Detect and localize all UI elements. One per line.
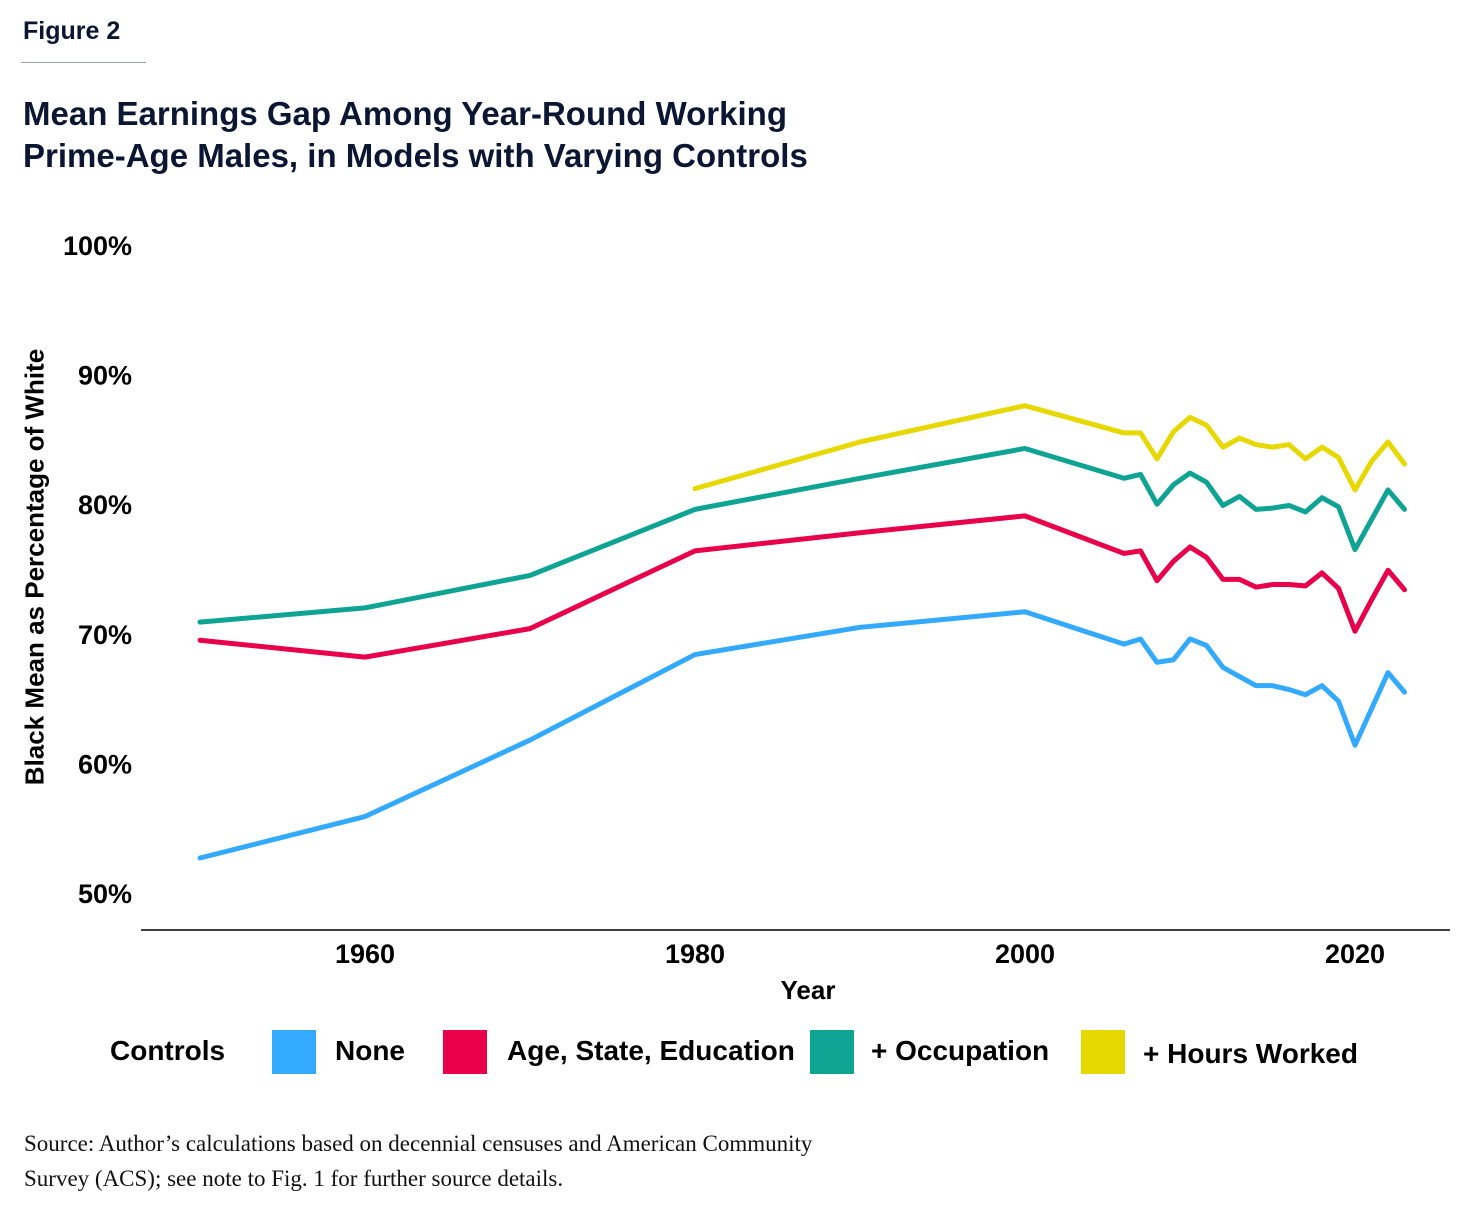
x-axis-label: Year <box>780 975 836 1005</box>
figure-label: Figure 2 <box>23 17 121 45</box>
y-tick-label: 80% <box>78 490 132 520</box>
chart-title-line-1: Mean Earnings Gap Among Year-Round Worki… <box>23 95 787 132</box>
legend-swatch-age-state-education <box>443 1030 487 1074</box>
source-line-2: Survey (ACS); see note to Fig. 1 for fur… <box>24 1166 564 1191</box>
series-line-occupation <box>197 445 1407 625</box>
x-tick-label: 1960 <box>335 939 395 969</box>
y-tick-label: 50% <box>78 879 132 909</box>
figure-label-divider <box>21 62 146 63</box>
legend-label-age-state-education: Age, State, Education <box>507 1035 795 1066</box>
x-tick-label: 2020 <box>1325 939 1385 969</box>
legend-swatch-hours-worked <box>1081 1030 1125 1074</box>
y-tick-label: 70% <box>78 620 132 650</box>
y-tick-label: 60% <box>78 749 132 779</box>
source-note: Source: Author’s calculations based on d… <box>24 1126 944 1196</box>
legend-label-hours-worked: + Hours Worked <box>1143 1038 1358 1069</box>
chart-title-line-2: Prime-Age Males, in Models with Varying … <box>23 137 808 174</box>
x-tick-labels: 1960 1980 2000 2020 <box>335 939 1385 969</box>
y-tick-labels: 100% 90% 80% 70% 60% 50% <box>63 231 132 909</box>
y-tick-label: 100% <box>63 231 132 261</box>
x-tick-label: 2000 <box>995 939 1055 969</box>
source-line-1: Source: Author’s calculations based on d… <box>24 1131 813 1156</box>
series-line-hours-worked <box>692 403 1407 493</box>
legend-label-occupation: + Occupation <box>871 1035 1050 1066</box>
legend-title: Controls <box>110 1035 226 1066</box>
legend-label-none: None <box>335 1035 405 1066</box>
y-axis-label: Black Mean as Percentage of White <box>19 348 50 786</box>
series-line-age-state-education <box>197 513 1407 660</box>
chart-title: Mean Earnings Gap Among Year-Round Worki… <box>23 93 923 177</box>
series-line-none <box>197 609 1407 861</box>
legend-swatch-none <box>272 1030 316 1074</box>
x-tick-label: 1980 <box>665 939 725 969</box>
legend-swatch-occupation <box>810 1030 854 1074</box>
y-tick-label: 90% <box>78 361 132 391</box>
series-lines <box>197 403 1407 861</box>
